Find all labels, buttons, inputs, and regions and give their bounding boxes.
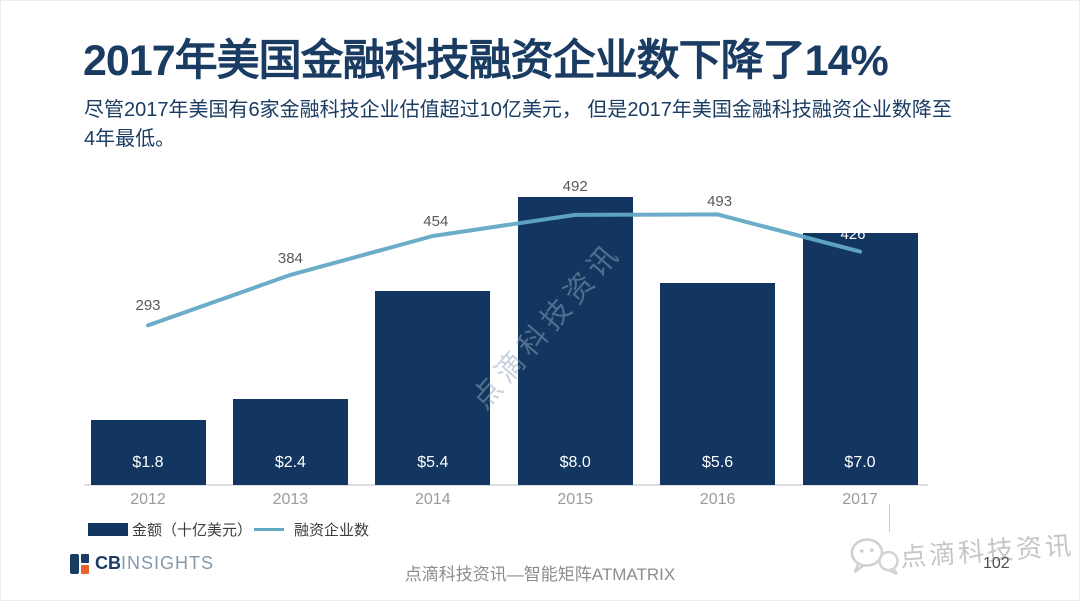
x-axis-line xyxy=(84,484,928,486)
cbinsights-logo: CB INSIGHTS xyxy=(70,553,214,574)
legend-bar-label: 金额（十亿美元） xyxy=(132,522,253,539)
bar-2017 xyxy=(802,233,918,485)
footer-divider-line xyxy=(889,504,890,532)
bar-value-label-2013: $2.4 xyxy=(274,454,306,471)
year-label-2014: 2014 xyxy=(415,491,451,508)
line-point-label-2012: 293 xyxy=(135,297,161,315)
year-label-2015: 2015 xyxy=(557,491,593,508)
watermark-bottom-right: 点滴科技资讯 xyxy=(847,521,1076,581)
cbinsights-logo-icon xyxy=(70,553,89,574)
subtitle: 尽管2017年美国有6家金融科技企业估值超过10亿美元， 但是2017年美国金融… xyxy=(84,96,1034,154)
bar-value-label-2016: $5.6 xyxy=(702,454,734,471)
cbinsights-logo-insights: INSIGHTS xyxy=(121,553,215,573)
bar-value-label-2014: $5.4 xyxy=(417,454,449,471)
chart-legend: 金额（十亿美元） 融资企业数 xyxy=(88,519,369,540)
subtitle-line-1: 尽管2017年美国有6家金融科技企业估值超过10亿美元， 但是2017年美国金融… xyxy=(84,99,952,121)
bar-value-label-2012: $1.8 xyxy=(132,454,164,471)
cbinsights-logo-cb: CB xyxy=(95,553,121,573)
line-point-label-2014: 454 xyxy=(423,213,449,231)
bar-2012 xyxy=(90,420,206,485)
line-point-label-2015: 492 xyxy=(562,177,588,195)
year-label-2016: 2016 xyxy=(699,491,736,508)
subtitle-line-2: 4年最低。 xyxy=(84,128,176,150)
page-title: 2017年美国金融科技融资企业数下降了14% xyxy=(83,37,889,85)
line-point-label-2013: 384 xyxy=(277,249,303,267)
line-point-label-2016: 493 xyxy=(707,193,733,211)
bar-2016 xyxy=(660,283,776,485)
bar-2015 xyxy=(517,197,633,485)
year-label-2017: 2017 xyxy=(842,491,878,508)
legend-line-label: 融资企业数 xyxy=(294,522,370,539)
legend-bar-swatch xyxy=(88,523,128,536)
footer-source-text: 点滴科技资讯—智能矩阵ATMATRIX xyxy=(404,565,676,584)
bar-2014 xyxy=(375,290,491,485)
bar-value-label-2015: $8.0 xyxy=(559,454,591,471)
year-label-2013: 2013 xyxy=(272,491,309,508)
page-number: 102 xyxy=(983,555,1010,572)
wechat-bubbles-icon xyxy=(850,538,899,575)
year-label-2012: 2012 xyxy=(130,491,166,508)
legend-line-swatch xyxy=(254,528,285,531)
bar-value-label-2017: $7.0 xyxy=(844,454,876,471)
line-point-label-2017: 426 xyxy=(840,225,866,243)
bar-2013 xyxy=(232,398,348,485)
